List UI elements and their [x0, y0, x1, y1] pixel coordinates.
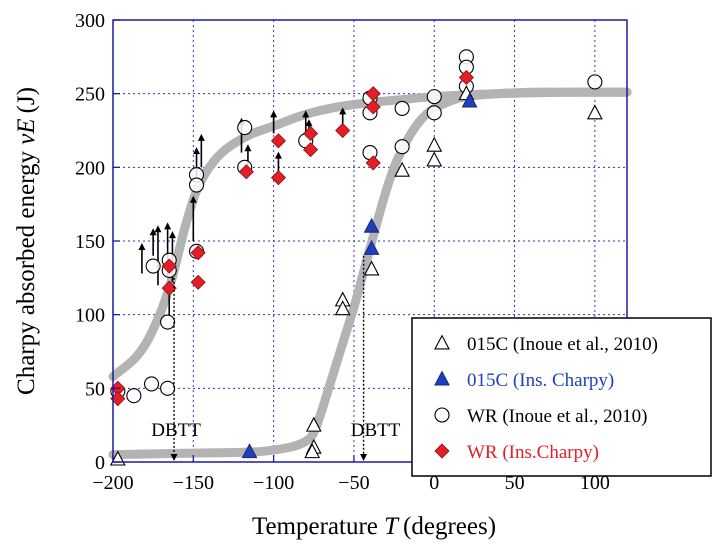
up-arrow-head [149, 228, 157, 236]
x-tick-label: −100 [253, 472, 294, 494]
y-tick-label: 300 [75, 10, 105, 32]
point-wr-ins-charpy [190, 245, 206, 261]
up-arrow-head [302, 110, 310, 118]
x-tick-label: −200 [92, 472, 133, 494]
point-015c-ins-charpy [461, 92, 478, 108]
up-arrow-head [193, 147, 201, 155]
x-tick-label: −50 [338, 472, 369, 494]
x-axis-label: Temperature [252, 513, 384, 540]
dbtt-label: DBTT [151, 420, 201, 441]
point-wr-ins-charpy [190, 274, 206, 290]
x-axis-variable: T [384, 513, 400, 540]
data-points [109, 49, 603, 466]
point-wr-ins-charpy [365, 99, 381, 115]
y-tick-label: 200 [75, 157, 105, 179]
point-015c-inoue [334, 300, 351, 316]
legend-filled-triangle-marker [434, 370, 450, 386]
point-015c-inoue [426, 151, 443, 167]
legend-entry-label: 015C (Inoue et al., 2010) [467, 334, 658, 355]
point-wr-inoue [126, 388, 142, 404]
dbtt-arrow-head [360, 454, 368, 461]
legend-filled-diamond-marker [434, 443, 450, 459]
point-wr-inoue [237, 120, 253, 136]
axes: −200 −150 −100 −50 0 50 100 0 50 100 150 200 250 300 T… [13, 10, 628, 540]
point-wr-inoue [426, 89, 442, 105]
point-wr-ins-charpy [161, 280, 177, 296]
y-tick-label: 50 [85, 378, 105, 400]
point-015c-inoue [586, 104, 603, 120]
legend-entry-label: WR (Inoue et al., 2010) [467, 406, 647, 427]
point-wr-inoue [587, 74, 603, 90]
legend-entry-label: WR (Ins.Charpy) [467, 442, 599, 463]
point-015c-inoue [394, 161, 411, 177]
point-015c-inoue [426, 136, 443, 152]
dbtt-annotations: DBTT DBTT [151, 255, 401, 461]
legend-open-circle-marker [434, 407, 450, 423]
point-015c-inoue [304, 443, 321, 459]
point-wr-inoue [394, 100, 410, 116]
point-wr-inoue [188, 177, 205, 193]
point-wr-ins-charpy [303, 125, 319, 142]
point-wr-inoue [160, 380, 176, 396]
point-015c-ins-charpy [363, 239, 380, 255]
point-wr-ins-charpy [238, 164, 254, 180]
point-wr-ins-charpy [270, 133, 287, 149]
point-wr-inoue [145, 258, 161, 274]
point-wr-ins-charpy [365, 155, 381, 171]
y-axis-label: Charpy absorbed energy [13, 145, 40, 395]
point-015c-inoue [363, 260, 380, 276]
legend-open-triangle-marker [434, 334, 450, 350]
x-axis-unit: (degrees) [403, 513, 496, 540]
point-wr-ins-charpy [303, 142, 319, 158]
x-axis-title: Temperature T (degrees) [252, 513, 496, 540]
dbtt-arrow-head [170, 454, 178, 461]
y-tick-label: 0 [95, 452, 105, 474]
x-tick-label: 50 [505, 472, 525, 494]
up-arrow-head [339, 107, 347, 115]
y-axis-unit: (J) [13, 87, 40, 113]
point-wr-inoue [144, 376, 160, 392]
up-arrow-head [164, 222, 172, 230]
y-tick-label: 250 [75, 84, 105, 106]
up-arrow-head [197, 133, 205, 141]
up-arrow-head [244, 144, 252, 152]
point-wr-ins-charpy [161, 258, 177, 274]
point-015c-ins-charpy [241, 443, 258, 459]
point-wr-ins-charpy [270, 170, 287, 186]
up-arrow-head [274, 151, 282, 159]
point-015c-inoue [305, 416, 322, 432]
point-wr-inoue [426, 105, 442, 121]
point-wr-inoue [160, 314, 176, 330]
point-015c-ins-charpy [363, 217, 380, 233]
x-tick-label: 0 [429, 472, 439, 494]
up-arrow-head [168, 231, 176, 239]
x-tick-label: −150 [173, 472, 214, 494]
x-tick-label: 100 [580, 472, 610, 494]
legend: 015C (Inoue et al., 2010) 015C (Ins. Char… [411, 317, 712, 477]
legend-box [411, 317, 712, 477]
up-arrow-head [154, 225, 162, 233]
up-arrow-head [305, 119, 313, 127]
y-tick-label: 150 [75, 231, 105, 253]
point-wr-inoue [394, 139, 410, 155]
y-axis-variable: vE [13, 118, 40, 144]
up-arrow-head [189, 195, 197, 203]
point-wr-ins-charpy [335, 122, 351, 139]
point-wr-ins-charpy [458, 69, 474, 86]
up-arrow-head [138, 242, 146, 250]
y-tick-label: 100 [75, 305, 105, 327]
up-arrow-head [270, 110, 278, 118]
dbtt-label: DBTT [351, 420, 401, 441]
legend-entry-label: 015C (Ins. Charpy) [467, 370, 614, 391]
y-axis-title: Charpy absorbed energy vE (J) [13, 87, 40, 395]
